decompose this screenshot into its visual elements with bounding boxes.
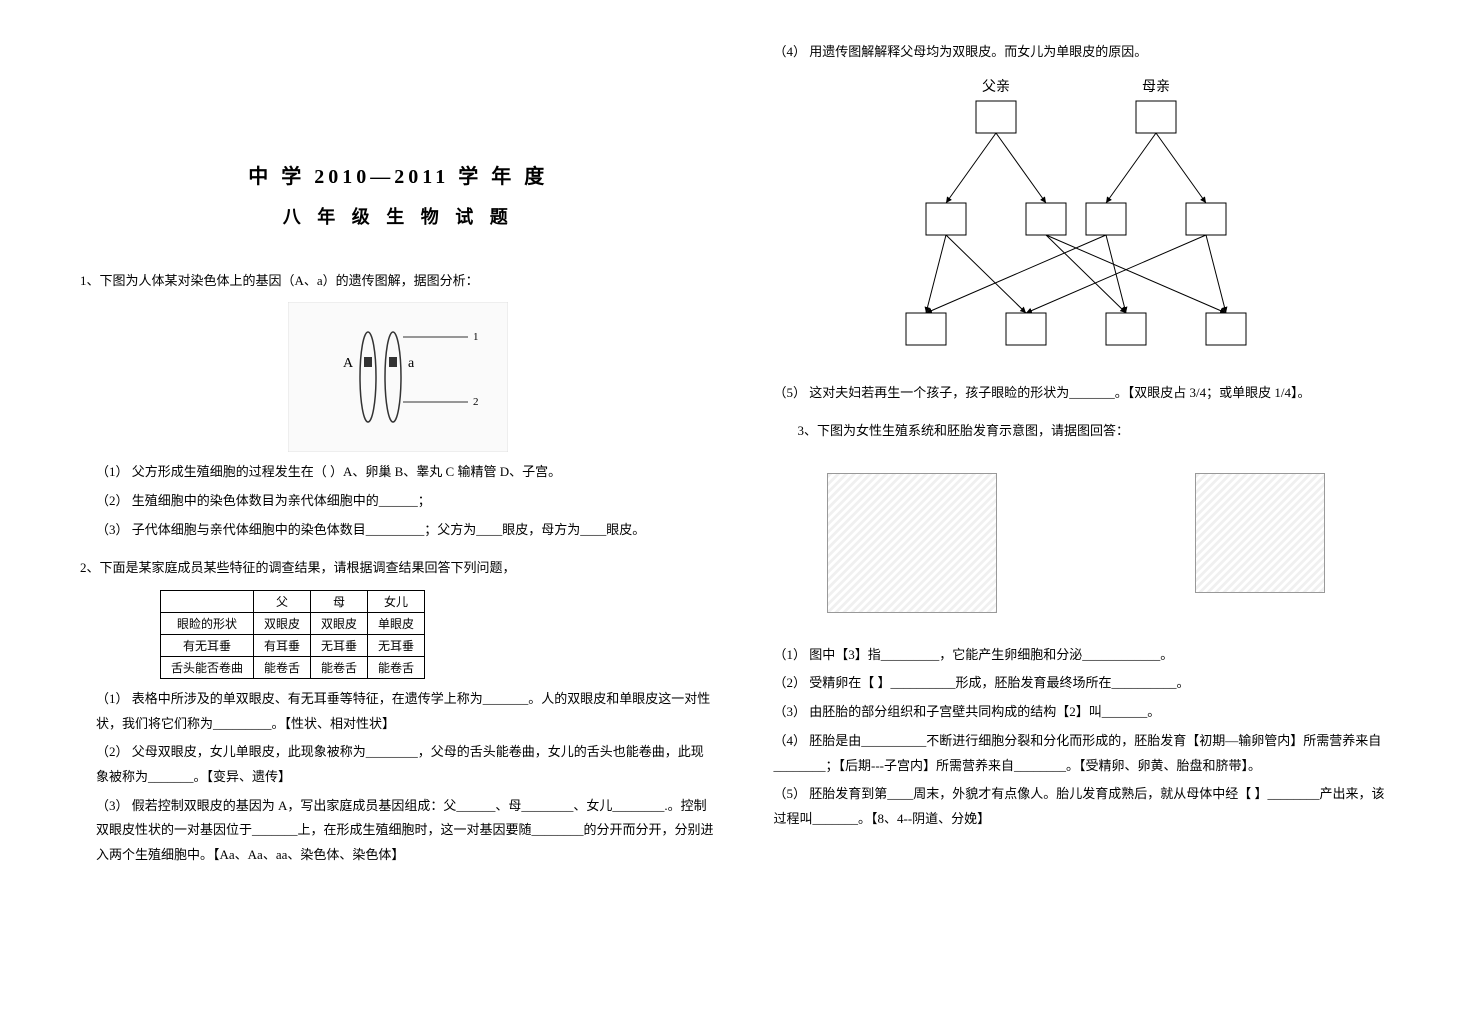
th-daughter: 女儿 [368, 590, 425, 612]
q2-trait-table: 父 母 女儿 眼睑的形状 双眼皮 双眼皮 单眼皮 有无耳垂 有耳垂 无耳垂 无耳… [160, 590, 425, 679]
q1-item-1: （1） 父方形成生殖细胞的过程发生在（ ）A、卵巢 B、睾丸 C 输精管 D、子… [96, 460, 717, 485]
table-row: 有无耳垂 有耳垂 无耳垂 无耳垂 [161, 634, 425, 656]
svg-text:a: a [408, 356, 415, 371]
q3-heading: 3、下图为女性生殖系统和胚胎发育示意图，请据图回答： [798, 419, 1395, 442]
svg-text:A: A [343, 356, 354, 371]
table-row: 舌头能否卷曲 能卷舌 能卷舌 能卷舌 [161, 656, 425, 678]
th-mother: 母 [311, 590, 368, 612]
q3-items: （1） 图中【3】指_________，它能产生卵细胞和分泌__________… [774, 643, 1395, 832]
q3-item-4: （4） 胚胎是由__________不断进行细胞分裂和分化而形成的，胚胎发育【初… [774, 729, 1395, 778]
table-row: 眼睑的形状 双眼皮 双眼皮 单眼皮 [161, 612, 425, 634]
q3-figures [758, 463, 1395, 623]
table-header-row: 父 母 女儿 [161, 590, 425, 612]
q2-item-5: （5） 这对夫妇若再生一个孩子，孩子眼睑的形状为_______。【双眼皮占 3/… [774, 381, 1395, 406]
left-column: 中 学 2010—2011 学 年 度 八 年 级 生 物 试 题 1、下图为人… [60, 40, 738, 980]
th-blank [161, 590, 254, 612]
q2-item-3: （3） 假若控制双眼皮的基因为 A，写出家庭成员基因组成：父______、母__… [96, 794, 717, 868]
q3-female-reproductive-figure [827, 473, 997, 613]
q2-heading: 2、下面是某家庭成员某些特征的调查结果，请根据调查结果回答下列问题， [80, 556, 717, 579]
q1-item-2: （2） 生殖细胞中的染色体数目为亲代体细胞中的______； [96, 489, 717, 514]
q1-item-3: （3） 子代体细胞与亲代体细胞中的染色体数目_________；父方为____眼… [96, 518, 717, 543]
right-column: （4） 用遗传图解解释父母均为双眼皮。而女儿为单眼皮的原因。 父亲 母亲 [738, 40, 1415, 980]
main-title: 中 学 2010—2011 学 年 度 [80, 160, 717, 189]
q1-chromosome-figure: A a 1 2 [288, 302, 508, 452]
q2-item-1: （1） 表格中所涉及的单双眼皮、有无耳垂等特征，在遗传学上称为_______。人… [96, 687, 717, 736]
q2-item-2: （2） 父母双眼皮，女儿单眼皮，此现象被称为________，父母的舌头能卷曲，… [96, 740, 717, 789]
svg-text:2: 2 [473, 396, 479, 408]
title-block: 中 学 2010—2011 学 年 度 八 年 级 生 物 试 题 [80, 160, 717, 229]
q2-items: （1） 表格中所涉及的单双眼皮、有无耳垂等特征，在遗传学上称为_______。人… [96, 687, 717, 868]
q1-heading: 1、下图为人体某对染色体上的基因（A、a）的遗传图解，据图分析： [80, 269, 717, 292]
q3-item-2: （2） 受精卵在【 】__________形成，胚胎发育最终场所在_______… [774, 671, 1395, 696]
q3-item-3: （3） 由胚胎的部分组织和子宫壁共同构成的结构【2】叫_______。 [774, 700, 1395, 725]
q2-right-items: （4） 用遗传图解解释父母均为双眼皮。而女儿为单眼皮的原因。 [774, 40, 1395, 65]
th-father: 父 [254, 590, 311, 612]
q2-item-4: （4） 用遗传图解解释父母均为双眼皮。而女儿为单眼皮的原因。 [774, 40, 1395, 65]
q3-item-5: （5） 胚胎发育到第____周末，外貌才有点像人。胎儿发育成熟后，就从母体中经【… [774, 782, 1395, 831]
father-label: 父亲 [982, 79, 1010, 95]
genetics-cross-diagram: 父亲 母亲 [866, 73, 1286, 373]
q2-right-items-2: （5） 这对夫妇若再生一个孩子，孩子眼睑的形状为_______。【双眼皮占 3/… [774, 381, 1395, 406]
mother-label: 母亲 [1142, 79, 1170, 95]
svg-text:1: 1 [473, 331, 479, 343]
q3-item-1: （1） 图中【3】指_________，它能产生卵细胞和分泌__________… [774, 643, 1395, 668]
q1-items: （1） 父方形成生殖细胞的过程发生在（ ）A、卵巢 B、睾丸 C 输精管 D、子… [96, 460, 717, 542]
q3-embryo-figure [1195, 473, 1325, 593]
sub-title: 八 年 级 生 物 试 题 [80, 203, 717, 229]
